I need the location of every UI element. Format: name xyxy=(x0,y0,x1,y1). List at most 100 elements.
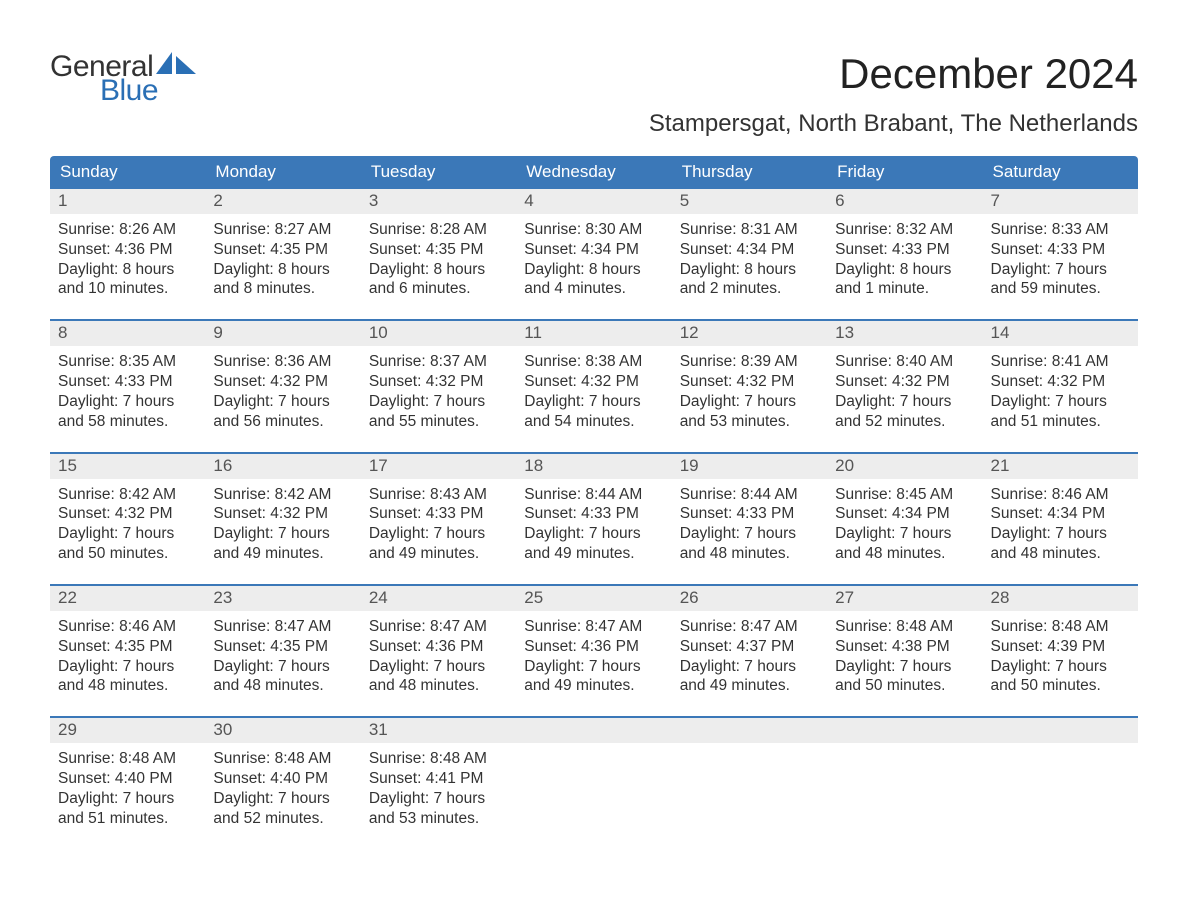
sunset-text: Sunset: 4:36 PM xyxy=(524,637,663,657)
sunset-text: Sunset: 4:32 PM xyxy=(991,372,1130,392)
calendar-day: 13Sunrise: 8:40 AMSunset: 4:32 PMDayligh… xyxy=(827,319,982,439)
calendar-day: 8Sunrise: 8:35 AMSunset: 4:33 PMDaylight… xyxy=(50,319,205,439)
daylight-line1: Daylight: 7 hours xyxy=(58,524,197,544)
daylight-line2: and 50 minutes. xyxy=(58,544,197,564)
day-content xyxy=(983,743,1138,835)
daylight-line2: and 48 minutes. xyxy=(680,544,819,564)
calendar-day: 27Sunrise: 8:48 AMSunset: 4:38 PMDayligh… xyxy=(827,584,982,704)
daylight-line1: Daylight: 7 hours xyxy=(524,524,663,544)
day-number: 9 xyxy=(205,319,360,346)
daylight-line1: Daylight: 8 hours xyxy=(213,260,352,280)
daylight-line1: Daylight: 7 hours xyxy=(524,657,663,677)
daylight-line1: Daylight: 7 hours xyxy=(835,524,974,544)
daylight-line2: and 48 minutes. xyxy=(991,544,1130,564)
sunrise-text: Sunrise: 8:47 AM xyxy=(213,617,352,637)
daylight-line1: Daylight: 7 hours xyxy=(58,789,197,809)
calendar-day: 5Sunrise: 8:31 AMSunset: 4:34 PMDaylight… xyxy=(672,189,827,307)
sunrise-text: Sunrise: 8:47 AM xyxy=(524,617,663,637)
day-number: 14 xyxy=(983,319,1138,346)
day-number xyxy=(827,716,982,743)
day-content xyxy=(516,743,671,835)
page-title: December 2024 xyxy=(649,50,1138,98)
calendar-day: 11Sunrise: 8:38 AMSunset: 4:32 PMDayligh… xyxy=(516,319,671,439)
sunrise-text: Sunrise: 8:48 AM xyxy=(991,617,1130,637)
day-number: 15 xyxy=(50,452,205,479)
sunrise-text: Sunrise: 8:46 AM xyxy=(991,485,1130,505)
logo: General Blue xyxy=(50,50,200,106)
day-number: 21 xyxy=(983,452,1138,479)
day-number: 6 xyxy=(827,189,982,214)
daylight-line1: Daylight: 8 hours xyxy=(835,260,974,280)
daylight-line2: and 49 minutes. xyxy=(213,544,352,564)
day-number: 29 xyxy=(50,716,205,743)
day-content: Sunrise: 8:46 AMSunset: 4:35 PMDaylight:… xyxy=(50,611,205,704)
day-content xyxy=(672,743,827,835)
calendar: Sunday Monday Tuesday Wednesday Thursday… xyxy=(50,156,1138,837)
day-number: 19 xyxy=(672,452,827,479)
calendar-day: 6Sunrise: 8:32 AMSunset: 4:33 PMDaylight… xyxy=(827,189,982,307)
calendar-day xyxy=(516,716,671,836)
sunset-text: Sunset: 4:33 PM xyxy=(524,504,663,524)
sunrise-text: Sunrise: 8:37 AM xyxy=(369,352,508,372)
daylight-line1: Daylight: 7 hours xyxy=(369,524,508,544)
weeks-container: 1Sunrise: 8:26 AMSunset: 4:36 PMDaylight… xyxy=(50,189,1138,837)
dow-wednesday: Wednesday xyxy=(516,156,671,189)
calendar-day: 17Sunrise: 8:43 AMSunset: 4:33 PMDayligh… xyxy=(361,452,516,572)
day-number: 3 xyxy=(361,189,516,214)
day-number: 26 xyxy=(672,584,827,611)
day-content: Sunrise: 8:44 AMSunset: 4:33 PMDaylight:… xyxy=(516,479,671,572)
calendar-day: 10Sunrise: 8:37 AMSunset: 4:32 PMDayligh… xyxy=(361,319,516,439)
day-content: Sunrise: 8:36 AMSunset: 4:32 PMDaylight:… xyxy=(205,346,360,439)
day-content: Sunrise: 8:47 AMSunset: 4:35 PMDaylight:… xyxy=(205,611,360,704)
calendar-day xyxy=(983,716,1138,836)
day-number: 25 xyxy=(516,584,671,611)
calendar-week: 8Sunrise: 8:35 AMSunset: 4:33 PMDaylight… xyxy=(50,319,1138,439)
daylight-line1: Daylight: 7 hours xyxy=(369,657,508,677)
calendar-day: 22Sunrise: 8:46 AMSunset: 4:35 PMDayligh… xyxy=(50,584,205,704)
calendar-day: 1Sunrise: 8:26 AMSunset: 4:36 PMDaylight… xyxy=(50,189,205,307)
sunset-text: Sunset: 4:34 PM xyxy=(835,504,974,524)
sunset-text: Sunset: 4:34 PM xyxy=(991,504,1130,524)
sunrise-text: Sunrise: 8:48 AM xyxy=(213,749,352,769)
sunrise-text: Sunrise: 8:44 AM xyxy=(680,485,819,505)
daylight-line1: Daylight: 7 hours xyxy=(369,789,508,809)
day-content: Sunrise: 8:42 AMSunset: 4:32 PMDaylight:… xyxy=(205,479,360,572)
daylight-line2: and 4 minutes. xyxy=(524,279,663,299)
daylight-line1: Daylight: 7 hours xyxy=(680,657,819,677)
daylight-line2: and 48 minutes. xyxy=(369,676,508,696)
sunset-text: Sunset: 4:33 PM xyxy=(58,372,197,392)
day-content: Sunrise: 8:47 AMSunset: 4:36 PMDaylight:… xyxy=(516,611,671,704)
day-of-week-header: Sunday Monday Tuesday Wednesday Thursday… xyxy=(50,156,1138,189)
day-number: 5 xyxy=(672,189,827,214)
calendar-day: 18Sunrise: 8:44 AMSunset: 4:33 PMDayligh… xyxy=(516,452,671,572)
day-number xyxy=(516,716,671,743)
daylight-line1: Daylight: 7 hours xyxy=(680,392,819,412)
calendar-day: 20Sunrise: 8:45 AMSunset: 4:34 PMDayligh… xyxy=(827,452,982,572)
daylight-line2: and 54 minutes. xyxy=(524,412,663,432)
sunset-text: Sunset: 4:34 PM xyxy=(524,240,663,260)
sunrise-text: Sunrise: 8:47 AM xyxy=(680,617,819,637)
day-number: 2 xyxy=(205,189,360,214)
logo-text-blue: Blue xyxy=(100,76,200,106)
sunrise-text: Sunrise: 8:48 AM xyxy=(369,749,508,769)
daylight-line1: Daylight: 8 hours xyxy=(369,260,508,280)
sunrise-text: Sunrise: 8:42 AM xyxy=(58,485,197,505)
sunrise-text: Sunrise: 8:40 AM xyxy=(835,352,974,372)
daylight-line1: Daylight: 7 hours xyxy=(835,657,974,677)
sunset-text: Sunset: 4:33 PM xyxy=(680,504,819,524)
day-content: Sunrise: 8:41 AMSunset: 4:32 PMDaylight:… xyxy=(983,346,1138,439)
calendar-day xyxy=(672,716,827,836)
day-number: 28 xyxy=(983,584,1138,611)
day-content: Sunrise: 8:38 AMSunset: 4:32 PMDaylight:… xyxy=(516,346,671,439)
day-number xyxy=(983,716,1138,743)
sunrise-text: Sunrise: 8:35 AM xyxy=(58,352,197,372)
day-content: Sunrise: 8:30 AMSunset: 4:34 PMDaylight:… xyxy=(516,214,671,307)
sunset-text: Sunset: 4:38 PM xyxy=(835,637,974,657)
sunrise-text: Sunrise: 8:32 AM xyxy=(835,220,974,240)
calendar-week: 22Sunrise: 8:46 AMSunset: 4:35 PMDayligh… xyxy=(50,584,1138,704)
calendar-day: 14Sunrise: 8:41 AMSunset: 4:32 PMDayligh… xyxy=(983,319,1138,439)
day-number: 17 xyxy=(361,452,516,479)
day-number: 20 xyxy=(827,452,982,479)
daylight-line2: and 8 minutes. xyxy=(213,279,352,299)
sunrise-text: Sunrise: 8:41 AM xyxy=(991,352,1130,372)
